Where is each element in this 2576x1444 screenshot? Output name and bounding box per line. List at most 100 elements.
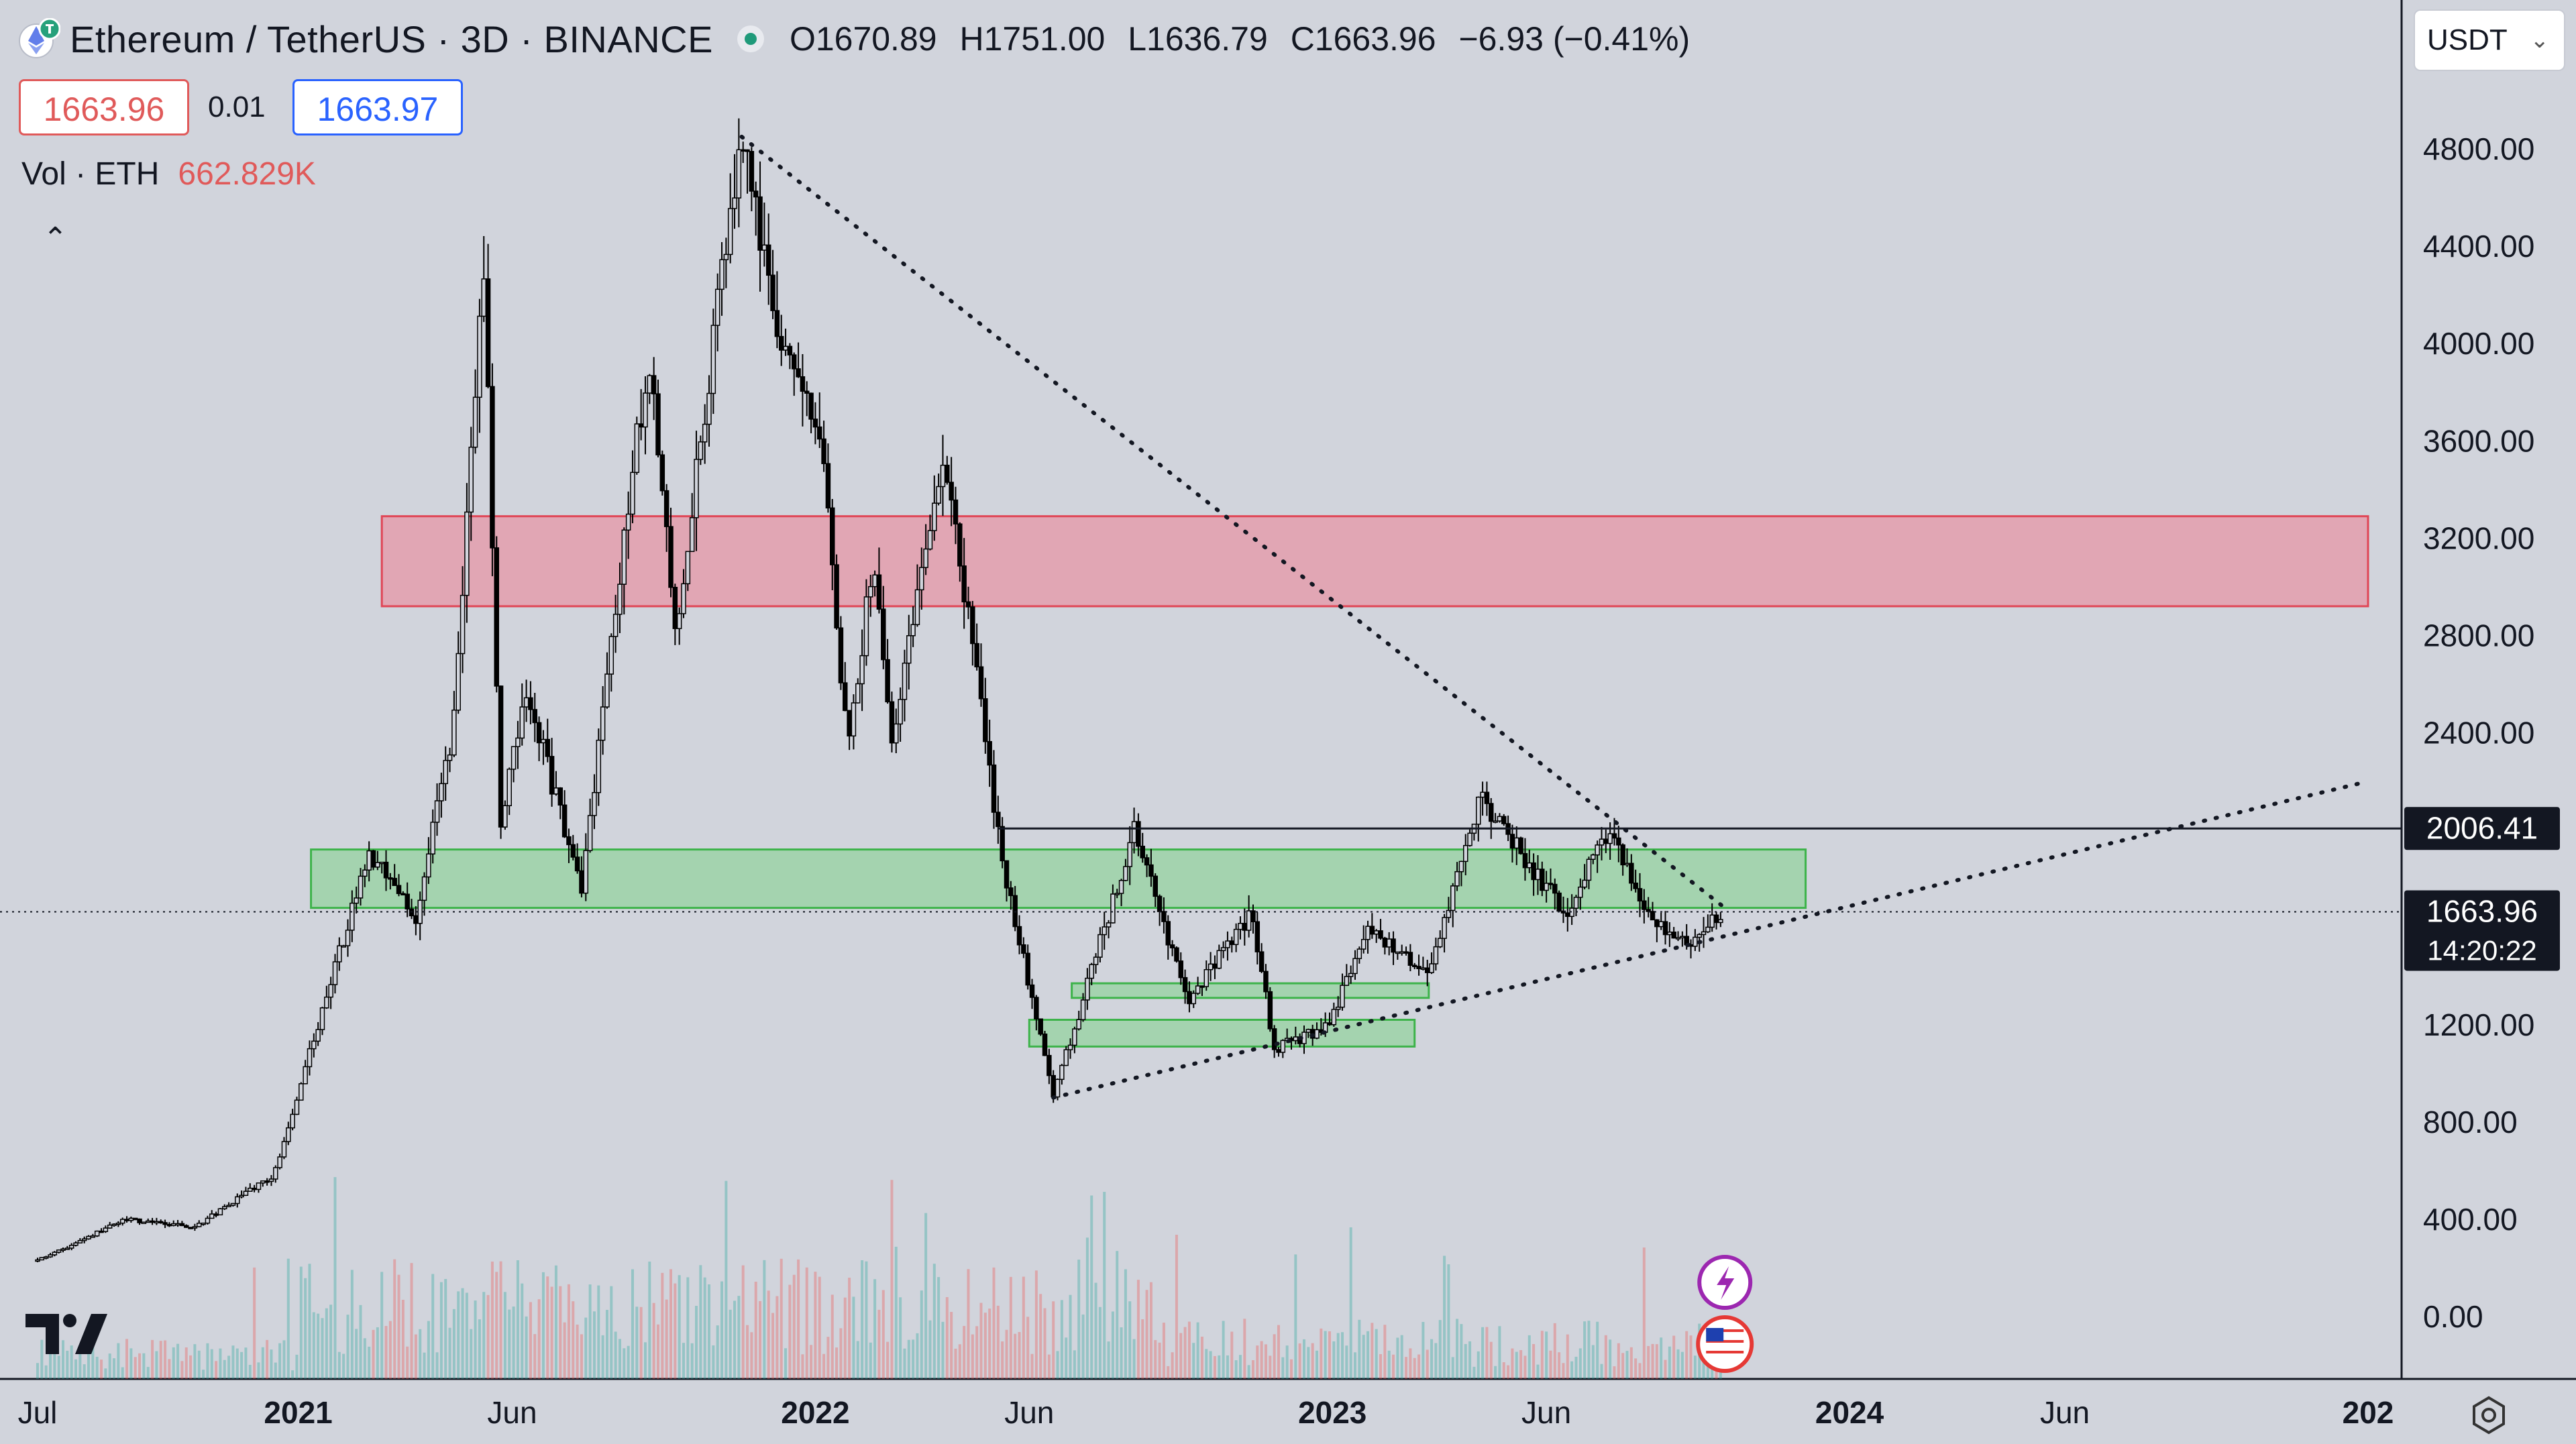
volume-bar — [133, 1357, 137, 1379]
volume-bar — [992, 1267, 996, 1379]
candle-body — [1250, 910, 1256, 923]
currency-select[interactable]: USDT ⌄ — [2414, 9, 2565, 71]
volume-bar — [40, 1339, 44, 1379]
volume-bar — [1047, 1354, 1051, 1379]
time-tick-label[interactable]: 2021 — [264, 1395, 332, 1430]
buy-price-button[interactable]: 1663.97 — [292, 79, 463, 135]
volume-bar — [159, 1341, 162, 1379]
candle-body — [736, 149, 742, 199]
price-tick-label[interactable]: 3200.00 — [2423, 520, 2534, 555]
candle-body — [579, 870, 584, 894]
candle-body — [808, 392, 814, 420]
price-tick-label[interactable]: 2800.00 — [2423, 618, 2534, 653]
candle — [783, 328, 788, 356]
candle — [1582, 864, 1587, 889]
volume-bar — [618, 1339, 621, 1379]
ethereum-tether-icon[interactable] — [19, 17, 61, 60]
chart-settings-icon[interactable] — [2469, 1395, 2509, 1444]
price-tick-label[interactable]: 400.00 — [2423, 1202, 2518, 1237]
symbol-title[interactable]: Ethereum / TetherUS · 3D · BINANCE — [70, 17, 713, 60]
candle-body — [1403, 951, 1409, 954]
sell-price-button[interactable]: 1663.96 — [19, 79, 189, 135]
us-flag-event-icon[interactable] — [1696, 1315, 1754, 1373]
candle-body — [277, 1156, 282, 1168]
candle — [1203, 960, 1210, 991]
volume-bar — [1660, 1337, 1663, 1379]
price-tick-label[interactable]: 4400.00 — [2423, 229, 2534, 264]
candle — [643, 376, 648, 455]
candle-body — [1012, 895, 1018, 928]
price-tick-label[interactable]: 3600.00 — [2423, 423, 2534, 458]
market-status-icon[interactable] — [737, 25, 764, 52]
candle-body — [52, 1252, 58, 1256]
price-tick-label[interactable]: 4000.00 — [2423, 326, 2534, 361]
candle-body — [273, 1167, 278, 1180]
candle — [761, 203, 767, 267]
volume-bar — [1527, 1335, 1531, 1379]
time-tick-label[interactable]: Jun — [1004, 1395, 1054, 1430]
candle-body — [260, 1180, 266, 1184]
time-tick-label[interactable]: Jul — [18, 1395, 58, 1430]
volume-bar — [104, 1368, 107, 1379]
price-tick-label[interactable]: 0.00 — [2423, 1299, 2483, 1334]
candle-body — [264, 1180, 270, 1183]
price-tick-label[interactable]: 800.00 — [2423, 1105, 2518, 1140]
time-tick-label[interactable]: Jun — [487, 1395, 537, 1430]
candle — [608, 633, 614, 692]
candle-body — [213, 1213, 219, 1216]
candle-body — [1718, 919, 1723, 924]
time-tick-label[interactable]: Jun — [2040, 1395, 2090, 1430]
candle-body — [1169, 944, 1175, 948]
candle-body — [1480, 791, 1485, 798]
price-tick-label[interactable]: 4800.00 — [2423, 131, 2534, 166]
candle-body — [439, 783, 444, 801]
candle-body — [1267, 991, 1273, 1030]
candle — [676, 607, 682, 645]
time-tick-label[interactable]: 2022 — [781, 1395, 849, 1430]
candle-body — [1442, 917, 1447, 939]
volume-bar — [784, 1348, 788, 1379]
candle-body — [141, 1221, 147, 1224]
price-tick-label[interactable]: 2400.00 — [2423, 716, 2534, 751]
volume-bar — [1298, 1343, 1301, 1379]
candle — [1140, 832, 1145, 863]
volume-bar — [1175, 1235, 1178, 1379]
volume-bar — [924, 1213, 928, 1379]
time-tick-label[interactable]: 2023 — [1298, 1395, 1366, 1430]
currency-label: USDT — [2427, 23, 2508, 56]
time-tick-label[interactable]: 202 — [2343, 1395, 2394, 1430]
volume-legend[interactable]: Vol · ETH 662.829K — [21, 156, 316, 192]
volume-bar — [886, 1341, 890, 1379]
candle-body — [1106, 922, 1112, 928]
candle — [319, 1007, 325, 1036]
candle — [961, 538, 967, 629]
price-tick-label[interactable]: 1200.00 — [2423, 1007, 2534, 1042]
lightning-event-icon[interactable] — [1697, 1255, 1753, 1310]
volume-bar — [253, 1267, 256, 1379]
candle-body — [659, 454, 665, 492]
volume-bar — [1371, 1323, 1374, 1379]
time-tick-label[interactable]: Jun — [1521, 1395, 1571, 1430]
tradingview-logo[interactable] — [25, 1296, 109, 1370]
volume-bar — [1022, 1276, 1025, 1379]
volume-bar — [907, 1339, 910, 1379]
volume-bar — [1077, 1260, 1081, 1379]
candle — [1340, 973, 1345, 1011]
collapse-legend-icon[interactable]: ⌃ — [43, 222, 68, 255]
volume-bar — [971, 1334, 974, 1379]
candle — [311, 1033, 317, 1058]
candle-body — [217, 1208, 223, 1216]
volume-bar — [1545, 1331, 1548, 1379]
last-price-badge — [2404, 890, 2560, 971]
candle — [99, 1228, 104, 1233]
candle-body — [876, 574, 882, 610]
time-tick-label[interactable]: 2024 — [1815, 1395, 1884, 1430]
volume-bar — [172, 1347, 175, 1379]
volume-bar — [1702, 1354, 1705, 1379]
volume-bar — [529, 1302, 532, 1379]
candle — [1489, 797, 1494, 839]
volume-bar — [648, 1262, 651, 1379]
candle-body — [570, 844, 576, 858]
volume-bar — [337, 1351, 341, 1379]
